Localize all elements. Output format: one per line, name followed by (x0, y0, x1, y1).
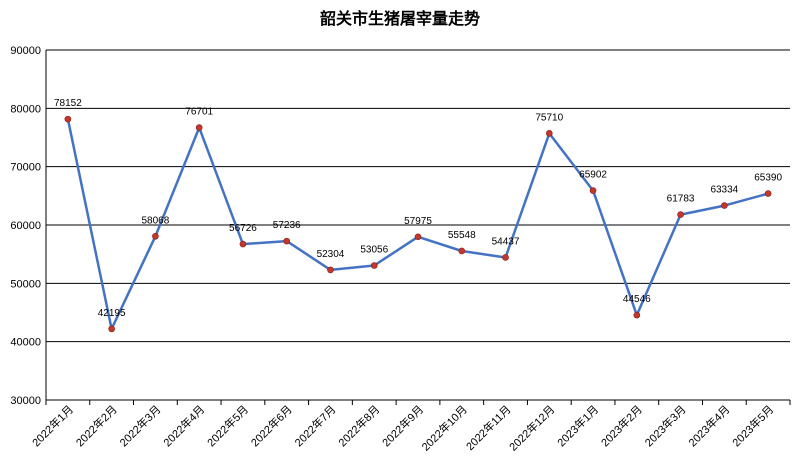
data-point (108, 325, 115, 333)
data-point (152, 232, 159, 240)
x-tick-label: 2022年9月 (379, 402, 426, 449)
x-tick-label: 2022年3月 (116, 402, 163, 449)
data-point (64, 115, 72, 123)
data-label: 44546 (623, 294, 651, 305)
x-tick-label: 2022年1月 (29, 402, 76, 449)
data-label: 75710 (535, 112, 563, 123)
data-label: 63334 (710, 185, 738, 196)
data-point (195, 124, 203, 131)
data-label: 65390 (754, 173, 782, 184)
x-tick-label: 2022年12月 (506, 402, 557, 453)
x-tick-label: 2023年1月 (554, 402, 601, 449)
x-tick-label: 2022年6月 (248, 402, 295, 449)
chart-title: 韶关市生猪屠宰量走势 (320, 9, 480, 28)
x-tick-label: 2022年7月 (292, 402, 339, 449)
data-label: 54437 (492, 236, 520, 247)
x-tick-label: 2023年2月 (598, 402, 645, 449)
data-point (677, 211, 684, 218)
data-label: 78152 (54, 98, 82, 109)
data-label: 52304 (317, 249, 345, 260)
x-tick-label: 2022年10月 (418, 402, 469, 453)
x-tick-label: 2023年5月 (729, 402, 776, 449)
data-label: 57975 (404, 216, 432, 227)
data-point (502, 254, 509, 261)
x-tick-label: 2022年2月 (73, 402, 120, 449)
x-tick-label: 2022年8月 (335, 402, 382, 449)
x-tick-label: 2022年11月 (463, 402, 514, 453)
x-tick-label: 2023年3月 (642, 402, 689, 449)
data-points (64, 115, 772, 333)
data-point (327, 266, 334, 274)
x-axis-ticks: 2022年1月2022年2月2022年3月2022年4月2022年5月2022年… (29, 400, 791, 454)
data-point (239, 240, 247, 248)
data-label: 56726 (229, 223, 257, 234)
y-tick-label: 80000 (10, 103, 41, 115)
data-point (370, 262, 378, 269)
data-label: 57236 (273, 220, 301, 231)
data-labels: 78152 42195 58068 76701 56726 57236 52304 53056… (54, 98, 782, 319)
data-point (589, 187, 597, 194)
y-tick-label: 60000 (10, 220, 41, 232)
data-point (414, 233, 422, 241)
data-point (545, 130, 553, 137)
data-point (721, 202, 728, 209)
data-label: 61783 (667, 194, 695, 205)
data-label: 65902 (579, 170, 607, 181)
y-tick-label: 40000 (10, 337, 41, 349)
data-label: 58068 (142, 215, 170, 226)
data-label: 53056 (360, 245, 388, 256)
y-tick-label: 30000 (10, 395, 41, 407)
data-label: 55548 (448, 230, 476, 241)
data-label: 76701 (185, 107, 213, 118)
x-tick-label: 2022年5月 (204, 402, 251, 449)
data-label: 42195 (98, 308, 126, 319)
gridlines (45, 49, 790, 401)
y-tick-label: 90000 (10, 45, 41, 57)
x-tick-label: 2023年4月 (685, 402, 732, 449)
data-point (283, 237, 291, 245)
y-tick-label: 70000 (10, 162, 41, 174)
x-tick-label: 2022年4月 (160, 402, 207, 449)
data-point (633, 311, 641, 319)
data-point (764, 190, 772, 197)
y-axis-ticks: 30000 40000 50000 60000 70000 80000 90000 (10, 45, 41, 407)
y-tick-label: 50000 (10, 278, 41, 290)
data-point (458, 247, 466, 255)
